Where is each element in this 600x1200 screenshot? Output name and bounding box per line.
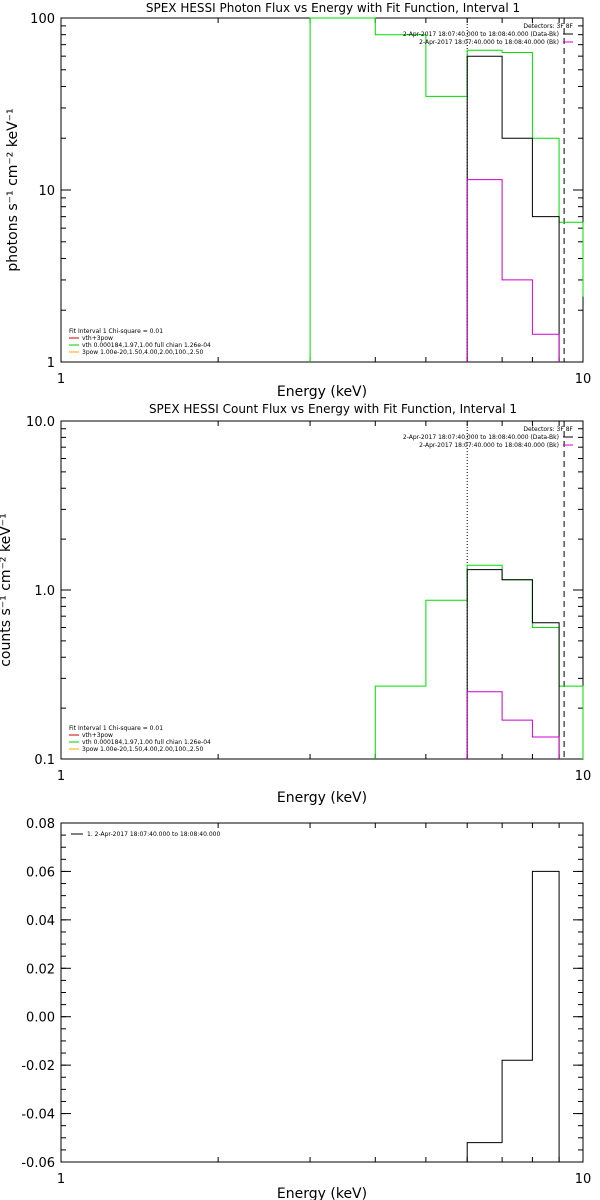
residual-chart-xlabel: Energy (keV) xyxy=(277,1186,367,1200)
count-chart-title: SPEX HESSI Count Flux vs Energy with Fit… xyxy=(149,402,517,416)
y-tick-label: 1 xyxy=(47,356,55,371)
y-tick-label: 0.06 xyxy=(26,865,55,880)
photon-flux-chart: SPEX HESSI Photon Flux vs Energy with Fi… xyxy=(5,1,591,400)
x-tick-label: 10 xyxy=(575,769,592,784)
legend-entry: 2-Apr-2017 18:07:40.000 to 18:08:40.000 … xyxy=(419,442,559,449)
histogram-series xyxy=(466,691,560,759)
legend-entry: 2-Apr-2017 18:07:40.000 to 18:08:40.000 … xyxy=(419,39,559,46)
residual-chart: Energy (keV) 1 10 -0.06 -0.04 -0.02 0.00 0.02 0… xyxy=(21,817,591,1200)
y-tick-label: 0.08 xyxy=(26,817,55,832)
count-chart-xlabel: Energy (keV) xyxy=(277,790,367,806)
y-tick-label: 10 xyxy=(38,184,55,199)
histogram-series xyxy=(374,564,584,759)
x-tick-label: 1 xyxy=(57,372,65,387)
histogram-series xyxy=(466,179,560,362)
y-tick-label: 10.0 xyxy=(26,415,55,430)
fit-legend-entry: Fit Interval 1 Chi-square = 0.01 xyxy=(69,328,163,335)
x-tick-label: 10 xyxy=(575,1172,592,1187)
fit-legend-entry: 3pow 1.00e-20,1.50,4.00,2.00,100.,2.50 xyxy=(82,349,203,356)
x-tick-label: 10 xyxy=(575,372,592,387)
histogram-series xyxy=(466,55,560,362)
y-tick-label: 0.02 xyxy=(26,962,55,977)
legend-detectors: Detectors: 3F 8F xyxy=(523,426,573,433)
fit-legend-entry: vth+3pow xyxy=(82,335,113,342)
photon-chart-xlabel: Energy (keV) xyxy=(277,384,367,400)
plot-frame xyxy=(60,822,584,1163)
plot-frame xyxy=(60,17,584,363)
y-tick-label: 0.1 xyxy=(34,753,55,768)
histogram-series xyxy=(466,870,560,1162)
legend-entry: 2-Apr-2017 18:07:40.000 to 18:08:40.000 … xyxy=(403,434,559,441)
legend-entry: 2-Apr-2017 18:07:40.000 to 18:08:40.000 … xyxy=(403,31,559,38)
y-tick-label: -0.04 xyxy=(21,1108,55,1123)
y-tick-label: 0.04 xyxy=(26,914,55,929)
photon-chart-ylabel: photons s⁻¹ cm⁻² keV⁻¹ xyxy=(5,108,21,271)
fit-legend-entry: vth 0.000184,1.97,1.00 full chian 1.26e-… xyxy=(82,739,211,746)
y-tick-label: -0.02 xyxy=(21,1059,55,1074)
x-tick-label: 1 xyxy=(57,769,65,784)
y-tick-label: -0.06 xyxy=(21,1156,55,1171)
fit-legend-entry: vth+3pow xyxy=(82,732,113,739)
histogram-series xyxy=(466,569,560,759)
photon-chart-title: SPEX HESSI Photon Flux vs Energy with Fi… xyxy=(146,1,520,15)
fit-legend-entry: 3pow 1.00e-20,1.50,4.00,2.00,100.,2.50 xyxy=(82,746,203,753)
residual-legend-entry: 1. 2-Apr-2017 18:07:40.000 to 18:08:40.0… xyxy=(87,831,220,838)
fit-legend-entry: vth 0.000184,1.97,1.00 full chian 1.26e-… xyxy=(82,342,211,349)
count-chart-ylabel: counts s⁻¹ cm⁻² keV⁻¹ xyxy=(0,513,14,667)
y-tick-label: 0.00 xyxy=(26,1011,55,1026)
x-tick-label: 1 xyxy=(57,1172,65,1187)
plot-frame xyxy=(60,420,584,760)
count-flux-chart: SPEX HESSI Count Flux vs Energy with Fit… xyxy=(0,402,591,806)
fit-legend-entry: Fit Interval 1 Chi-square = 0.01 xyxy=(69,725,163,732)
legend-detectors: Detectors: 3F 8F xyxy=(523,23,573,30)
y-tick-label: 1.0 xyxy=(34,584,55,599)
histogram-series xyxy=(309,17,584,362)
y-tick-label: 100 xyxy=(30,12,55,27)
